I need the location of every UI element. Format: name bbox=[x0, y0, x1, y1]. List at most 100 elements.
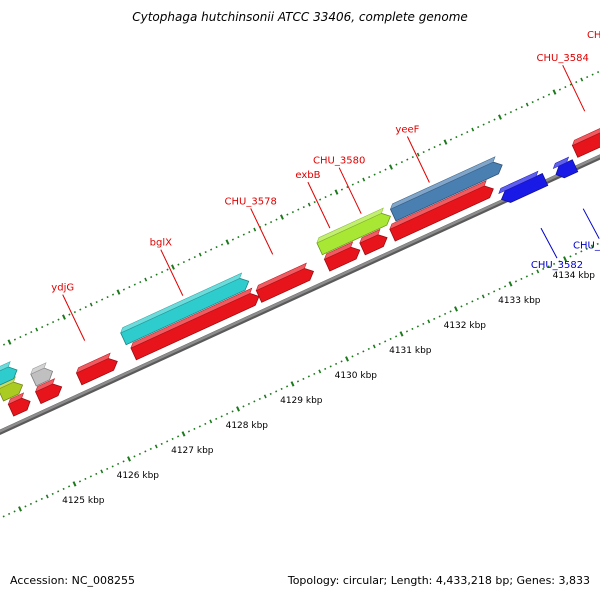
ydjg-gene-arrow-body bbox=[75, 357, 118, 386]
outer-scale-tick bbox=[248, 231, 251, 234]
chu-3583-leader-line bbox=[582, 208, 600, 239]
yeef-gene-label: yeeF bbox=[395, 125, 419, 136]
inner-scale-tick bbox=[395, 335, 398, 338]
outer-scale-tick bbox=[493, 118, 496, 121]
outer-scale-tick bbox=[428, 148, 431, 151]
chu-3583-gene-arrow-top-face bbox=[552, 156, 570, 170]
outer-scale-tick bbox=[52, 321, 55, 324]
outer-scale-tick bbox=[237, 236, 240, 239]
outer-scale-tick bbox=[525, 102, 529, 107]
inner-scale-tick bbox=[122, 460, 125, 463]
inner-scale-tick bbox=[78, 480, 82, 483]
outer-scale-tick bbox=[319, 198, 322, 201]
chu-3583-gene-arrow bbox=[552, 156, 579, 179]
inner-scale-tick bbox=[286, 385, 289, 388]
outer-scale-tick bbox=[422, 151, 425, 154]
inner-scale-tick bbox=[313, 372, 316, 375]
inner-scale-tick bbox=[481, 294, 485, 299]
outer-scale-tick bbox=[334, 189, 339, 195]
outer-scale-tick bbox=[313, 201, 316, 204]
outer-scale-tick bbox=[460, 133, 463, 136]
gene-13-feature-bar bbox=[389, 156, 503, 222]
inner-scale-tick bbox=[117, 462, 120, 465]
inner-scale-tick bbox=[263, 394, 267, 399]
outer-scale-tick bbox=[242, 233, 245, 236]
outer-scale-tick bbox=[139, 281, 142, 284]
inner-scale-tick bbox=[133, 455, 136, 458]
outer-scale-tick bbox=[591, 73, 594, 76]
outer-scale-tick bbox=[2, 343, 6, 346]
chu-3578-gene-arrow bbox=[255, 262, 315, 303]
inner-scale-tick bbox=[531, 272, 534, 275]
inner-scale-tick bbox=[29, 502, 32, 505]
inner-scale-tick bbox=[514, 280, 518, 283]
outer-scale-tick bbox=[106, 296, 109, 299]
inner-scale-tick bbox=[40, 497, 43, 500]
inner-scale-tick bbox=[356, 352, 359, 355]
outer-scale-tick bbox=[569, 83, 572, 86]
chu-3580-leader-line bbox=[338, 167, 362, 214]
outer-scale-tick bbox=[395, 163, 398, 166]
inner-scale-tick bbox=[520, 277, 523, 280]
chu-3580-gene-label: CHU_3580 bbox=[313, 156, 365, 167]
gene-7-feature-bar-body bbox=[120, 277, 250, 346]
chu-3584-gene-label: CHU_3584 bbox=[537, 53, 589, 64]
outer-scale-tick bbox=[188, 258, 191, 261]
outer-scale-tick bbox=[46, 323, 49, 326]
inner-scale-tick bbox=[405, 330, 409, 333]
inner-scale-tick bbox=[35, 500, 38, 503]
outer-scale-tick bbox=[466, 131, 469, 134]
scale-tick-label: 4125 kbp bbox=[62, 496, 105, 506]
gene-0-gene-arrow bbox=[7, 392, 31, 417]
outer-scale-tick bbox=[182, 261, 185, 264]
inner-scale-tick bbox=[226, 412, 229, 415]
inner-scale-tick bbox=[111, 465, 114, 468]
inner-scale-tick bbox=[399, 331, 404, 337]
inner-scale-tick bbox=[433, 317, 436, 320]
outer-scale-tick bbox=[62, 314, 66, 320]
exbb-gene-arrow bbox=[323, 241, 361, 272]
inner-scale-tick bbox=[290, 381, 295, 387]
inner-scale-tick bbox=[95, 472, 98, 475]
inner-scale-tick bbox=[569, 255, 572, 258]
inner-scale-tick bbox=[547, 265, 550, 268]
inner-scale-tick bbox=[160, 442, 163, 445]
genome-summary-text: Topology: circular; Length: 4,433,218 bp… bbox=[287, 574, 590, 587]
outer-scale-tick bbox=[193, 256, 196, 259]
outer-scale-tick bbox=[346, 186, 349, 189]
inner-scale-tick bbox=[444, 312, 447, 315]
inner-scale-tick bbox=[51, 492, 54, 495]
inner-scale-tick bbox=[242, 405, 245, 408]
backbone-highlight bbox=[0, 154, 600, 433]
outer-scale-tick bbox=[482, 123, 485, 126]
inner-scale-tick bbox=[177, 435, 180, 438]
inner-scale-tick bbox=[411, 327, 414, 330]
inner-scale-tick bbox=[438, 315, 441, 318]
outer-scale-tick bbox=[515, 108, 518, 111]
inner-scale-tick bbox=[149, 447, 152, 450]
inner-scale-tick bbox=[253, 400, 256, 403]
inner-scale-tick bbox=[542, 267, 545, 270]
inner-scale-tick bbox=[247, 402, 250, 405]
outer-scale-tick bbox=[270, 221, 273, 224]
outer-scale-tick bbox=[509, 111, 512, 114]
inner-scale-tick bbox=[335, 362, 338, 365]
inner-scale-tick bbox=[493, 290, 496, 293]
gene-0-gene-arrow-top-face bbox=[7, 392, 25, 405]
inner-scale-tick bbox=[198, 425, 201, 428]
chu-3585-gene-label: CHU_3585 bbox=[587, 30, 600, 41]
chu-3584-gene-arrow bbox=[571, 121, 600, 158]
outer-scale-tick bbox=[586, 76, 589, 79]
inner-scale-tick bbox=[275, 390, 278, 393]
bglx-leader-line bbox=[160, 249, 184, 296]
gene-3-gene-arrow bbox=[35, 378, 63, 405]
outer-scale-tick bbox=[171, 264, 175, 270]
inner-scale-tick bbox=[18, 506, 22, 512]
outer-scale-tick bbox=[144, 277, 148, 282]
outer-scale-tick bbox=[357, 181, 360, 184]
outer-scale-tick bbox=[302, 206, 305, 209]
inner-scale-tick bbox=[89, 475, 92, 478]
inner-scale-tick bbox=[220, 415, 223, 418]
inner-scale-tick bbox=[465, 302, 468, 305]
scale-tick-label: 4127 kbp bbox=[171, 446, 214, 456]
